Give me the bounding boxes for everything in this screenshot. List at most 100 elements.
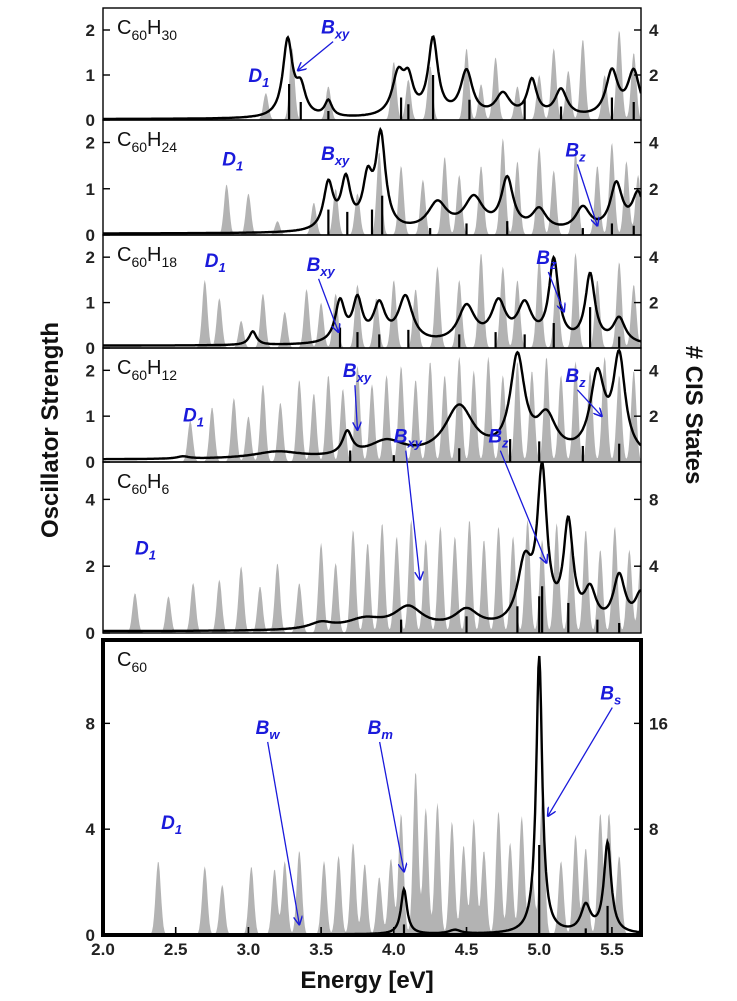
annotation-arrow [298,41,334,71]
x-axis: 2.0 2.5 3.0 3.5 4.0 4.5 5.0 5.5 [91,927,624,959]
x-tick-label: 3.0 [237,940,261,959]
absorption-spectrum-line [103,126,641,235]
annotation-base: B [321,144,335,165]
annotation-arrow [499,450,546,563]
y-tick-label: 4 [86,490,96,509]
annotation-base: B [488,427,502,448]
annotation-base: B [307,255,321,276]
molecule-base: C [117,17,131,39]
x-tick-label: 4.0 [382,940,406,959]
y2-tick-label: 4 [649,21,659,40]
absorption-spectrum-line [103,34,641,120]
molecule-label: C60 [117,649,147,675]
panel-frame [102,461,642,634]
y2-tick-label: 4 [649,248,659,267]
y2-tick-label: 4 [649,134,659,153]
annotation-sub: w [269,727,280,742]
annotation-sub: z [578,149,586,164]
annotation-sub: xy [356,370,372,385]
annotation-arrow [378,741,404,872]
molecule-count-1: 60 [131,254,147,270]
state-annotation: Bz [565,140,586,164]
annotation-sub: xy [319,264,335,279]
y2-tick-label: 4 [649,361,659,380]
annotation-base: B [343,361,357,382]
annotation-base: B [536,248,550,269]
y-tick-label: 4 [86,820,96,839]
annotation-sub: 1 [219,260,226,275]
x-tick-label: 4.5 [455,940,479,959]
state-annotation: Bw [256,718,281,742]
y-tick-label: 0 [86,339,95,358]
y2-tick-label: 4 [649,557,659,576]
annotation-base: B [394,427,408,448]
state-annotation: D1 [135,539,156,563]
annotation-base: D [161,813,175,834]
molecule-mid: H [147,471,161,493]
annotation-base: D [248,66,262,87]
cis-states-density [103,252,641,348]
annotation-arrow [317,278,339,332]
plot-area [103,462,641,633]
annotation-base: D [222,150,236,171]
cis-states-density [103,772,641,935]
annotation-sub: z [578,375,586,390]
molecule-count-1: 60 [131,27,147,43]
plot-area [103,252,641,348]
x-tick-label: 2.0 [91,940,115,959]
molecule-count-2: 30 [161,27,177,43]
x-tick-label: 5.5 [600,940,624,959]
molecule-base: C [117,357,131,379]
annotation-sub: 1 [262,75,269,90]
annotation-base: B [256,718,270,739]
cis-states-density [103,138,641,235]
annotation-base: B [565,366,579,387]
annotation-base: D [135,539,149,560]
annotation-arrow [405,450,420,580]
annotation-sub: 1 [236,159,243,174]
left-axis-label: Oscillator Strength [37,322,64,538]
annotation-base: D [205,251,219,272]
molecule-label: C60H6 [117,471,169,497]
y-tick-label: 0 [86,226,95,245]
molecule-count-2: 18 [161,254,177,270]
y-tick-label: 0 [86,111,95,130]
annotation-sub: s [614,693,621,708]
state-annotation: Bs [600,684,621,708]
annotation-base: B [600,684,614,705]
annotation-sub: z [549,257,557,272]
molecule-count-1: 60 [131,481,147,497]
state-annotation: Bxy [394,427,423,451]
molecule-count-2: 24 [161,139,177,155]
molecule-count-1: 60 [131,659,147,675]
state-annotation: D1 [183,406,204,430]
y-tick-label: 1 [86,407,95,426]
annotation-sub: xy [334,153,350,168]
y2-tick-label: 8 [649,490,658,509]
molecule-mid: H [147,244,161,266]
y-tick-label: 0 [86,926,95,945]
molecule-count-2: 12 [161,367,177,383]
molecule-count-1: 60 [131,139,147,155]
state-annotation: D1 [161,813,182,837]
plot-area [103,126,641,235]
state-annotation: Bz [565,366,586,390]
annotation-base: D [183,406,197,427]
y-tick-label: 0 [86,453,95,472]
molecule-mid: H [147,129,161,151]
y-tick-label: 2 [86,361,95,380]
cis-states-density [103,519,641,633]
cis-states-density [103,356,641,462]
molecule-count-1: 60 [131,367,147,383]
molecule-label: C60H12 [117,357,177,383]
annotation-sub: 1 [175,822,182,837]
y-tick-label: 1 [86,294,95,313]
molecule-base: C [117,471,131,493]
annotation-arrow [548,707,613,816]
right-axis-label: # CIS States [680,346,707,485]
annotation-sub: xy [334,27,350,42]
molecule-label: C60H18 [117,244,177,270]
